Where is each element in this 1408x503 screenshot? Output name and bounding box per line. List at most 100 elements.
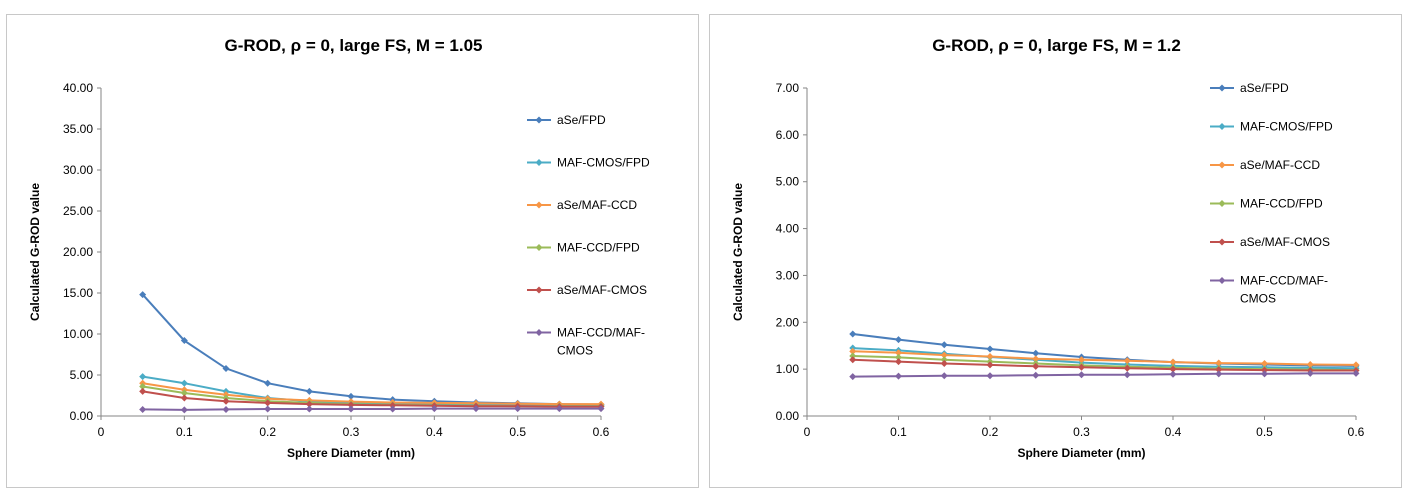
data-point	[597, 405, 605, 413]
data-point	[1352, 369, 1360, 377]
y-tick-label: 5.00	[70, 368, 94, 382]
chart-1-svg: G-ROD, ρ = 0, large FS, M = 1.05 0.00 5.00…	[28, 36, 650, 460]
chart-title: G-ROD, ρ = 0, large FS, M = 1.2	[932, 36, 1181, 55]
data-point	[264, 405, 272, 413]
data-point	[1123, 371, 1131, 379]
legend-label: aSe/MAF-CCD	[557, 198, 637, 212]
data-point	[895, 358, 902, 366]
legend-label: aSe/MAF-CMOS	[1240, 235, 1330, 249]
y-tick-label: 25.00	[63, 204, 93, 218]
data-point	[180, 379, 188, 387]
data-point	[180, 406, 188, 414]
data-point	[139, 387, 147, 395]
data-point	[1032, 362, 1040, 370]
data-point	[222, 364, 230, 372]
x-axis-label: Sphere Diameter (mm)	[1017, 446, 1145, 460]
legend-swatch-marker	[535, 159, 543, 166]
legend-label: aSe/FPD	[557, 113, 606, 127]
legend-label: MAF-CCD/FPD	[557, 241, 640, 255]
data-point	[264, 379, 272, 387]
data-point	[389, 401, 397, 409]
data-point	[895, 349, 902, 357]
x-tick-label: 0.4	[1165, 425, 1182, 439]
data-point	[1032, 355, 1040, 363]
x-tick-label: 0.1	[176, 425, 193, 439]
legend-label: aSe/MAF-CMOS	[557, 283, 647, 297]
legend-label: aSe/MAF-CCD	[1240, 158, 1320, 172]
legend-swatch-marker	[535, 286, 543, 294]
data-point	[1123, 364, 1131, 372]
data-point	[1261, 370, 1268, 378]
y-tick-label: 0.00	[70, 409, 94, 423]
series-line	[852, 350, 1357, 366]
x-tick-label: 0.5	[509, 425, 526, 439]
y-tick-label: 5.00	[776, 175, 800, 189]
data-point	[305, 405, 313, 413]
data-point	[849, 352, 857, 360]
data-point	[139, 373, 147, 381]
legend-label: MAF-CCD/MAF-CMOS	[1240, 274, 1328, 306]
data-point	[940, 372, 948, 380]
data-point	[1078, 363, 1085, 371]
data-point	[1032, 371, 1040, 379]
data-point	[1215, 370, 1223, 378]
y-tick-label: 20.00	[63, 245, 93, 259]
series-line	[852, 372, 1356, 378]
x-tick-label: 0.3	[343, 425, 360, 439]
data-point	[986, 372, 994, 380]
data-point	[180, 389, 188, 397]
x-tick-label: 0.2	[982, 425, 999, 439]
data-point	[849, 356, 857, 364]
data-point	[347, 401, 355, 409]
data-point	[555, 405, 563, 413]
legend-label: MAF-CMOS/FPD	[1240, 120, 1333, 134]
x-tick-label: 0.6	[1348, 425, 1365, 439]
data-point	[1215, 359, 1223, 367]
legend-swatch-marker	[1218, 161, 1226, 169]
data-point	[940, 356, 948, 364]
series-line	[142, 382, 601, 406]
legend-swatch-marker	[535, 116, 543, 124]
data-point	[472, 405, 480, 413]
data-point	[1169, 358, 1177, 366]
x-tick-label: 0	[98, 425, 105, 439]
data-point	[180, 394, 188, 402]
legend-label: MAF-CMOS/FPD	[557, 156, 650, 170]
data-point	[1261, 360, 1268, 368]
y-tick-label: 30.00	[63, 163, 93, 177]
data-point	[514, 405, 522, 413]
legend-swatch-marker	[535, 201, 543, 209]
y-tick-label: 7.00	[776, 81, 800, 95]
series-line	[142, 390, 601, 408]
y-tick-label: 10.00	[63, 327, 93, 341]
data-point	[1169, 370, 1177, 378]
data-point	[1078, 371, 1085, 379]
x-tick-label: 0.1	[890, 425, 907, 439]
x-axis-label: Sphere Diameter (mm)	[287, 446, 415, 460]
data-point	[849, 330, 857, 338]
y-tick-label: 40.00	[63, 81, 93, 95]
y-axis-label: Calculated G-ROD value	[28, 183, 42, 321]
y-tick-label: 3.00	[776, 268, 800, 282]
legend-swatch-marker	[535, 329, 543, 336]
y-axis-label: Calculated G-ROD value	[731, 183, 745, 321]
data-point	[1169, 365, 1177, 373]
data-point	[180, 337, 188, 345]
series-line	[852, 358, 1356, 372]
data-point	[222, 397, 230, 405]
legend-swatch-marker	[1218, 277, 1226, 284]
x-tick-label: 0.6	[593, 425, 610, 439]
data-point	[1306, 369, 1314, 377]
legend-swatch-marker	[1218, 238, 1226, 246]
data-point	[139, 291, 147, 299]
data-point	[139, 405, 147, 413]
data-point	[1306, 360, 1314, 368]
data-point	[1032, 349, 1040, 357]
legend-swatch-marker	[1218, 200, 1226, 207]
x-tick-label: 0.4	[426, 425, 443, 439]
data-point	[986, 345, 994, 353]
data-point	[1078, 356, 1085, 364]
chart-panel-2: G-ROD, ρ = 0, large FS, M = 1.2 0.00 1.00 2…	[709, 14, 1402, 488]
series-line	[142, 407, 601, 411]
data-point	[430, 405, 438, 413]
